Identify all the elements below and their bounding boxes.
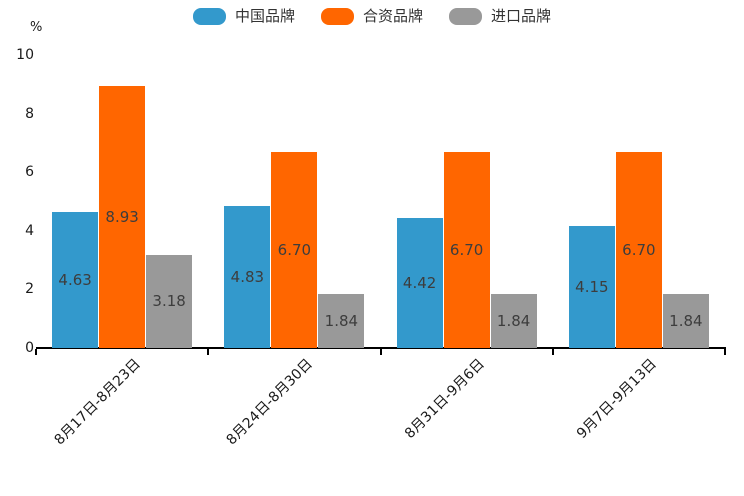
bar-value-label: 1.84 [496,312,531,331]
legend-swatch-icon [320,8,354,25]
bar-series3-group1 [146,254,193,348]
bar-series2-group2 [271,151,318,348]
bar-value-label: 4.83 [230,268,265,287]
bar-value-label: 8.93 [105,208,139,227]
bar-series1-group1 [52,212,99,348]
legend-swatch-icon [192,8,226,25]
x-tick-label: 8月24日-8月30日 [223,356,316,449]
legend-item-label: 合资品牌 [362,7,423,25]
x-tick-label: 8月31日-9月6日 [401,356,488,442]
x-axis-tick [551,349,554,355]
x-axis-tick [207,349,210,355]
bar-series3-group4 [662,294,709,348]
x-axis-tick [379,349,382,355]
bar-value-label: 4.63 [58,271,92,290]
bar-series3-group2 [318,294,365,348]
bar-series1-group2 [224,206,271,348]
bar-series2-group4 [615,151,662,348]
y-tick-label: 4 [25,222,34,239]
x-axis-tick [724,349,726,355]
legend-item-label: 中国品牌 [234,7,295,25]
x-axis-line [36,347,726,349]
bar-series1-group4 [568,226,615,348]
x-axis-tick [35,349,37,355]
bar-value-label: 1.84 [669,312,703,331]
bar-value-label: 3.18 [152,292,186,311]
y-tick-label: 8 [25,105,34,122]
legend-item-label: 进口品牌 [491,7,552,25]
x-tick-label: 9月7日-9月13日 [574,356,661,442]
legend-item-2[interactable]: 合资品牌 [320,7,423,25]
bar-series2-group3 [443,151,490,348]
y-tick-label: 2 [25,281,34,298]
legend-swatch-icon [449,8,482,25]
chart-legend: 中国品牌 合资品牌 进口品牌 [0,8,744,25]
bar-value-label: 1.84 [324,312,359,331]
x-tick-label: 8月17日-8月23日 [51,356,144,449]
y-tick-label: 0 [25,340,34,356]
bar-value-label: 4.15 [575,278,609,297]
bar-value-label: 6.70 [622,240,656,259]
legend-item-3[interactable]: 进口品牌 [449,8,551,25]
bar-series1-group3 [396,218,443,348]
y-tick-label: 10 [16,47,34,63]
bar-series3-group3 [490,294,537,348]
bar-value-label: 4.42 [402,274,437,293]
bar-value-label: 6.70 [449,240,484,259]
legend-item-1[interactable]: 中国品牌 [192,7,295,25]
bar-value-label: 6.70 [277,240,312,259]
y-tick-label: 6 [25,164,34,181]
bar-series2-group1 [99,86,146,348]
y-axis-unit-label: % [30,20,43,35]
